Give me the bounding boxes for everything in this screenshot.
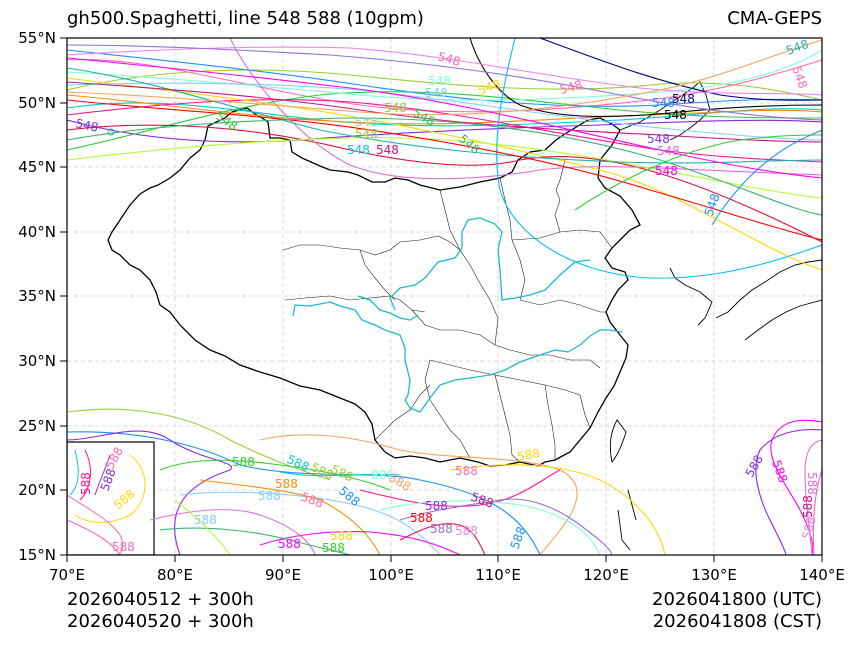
svg-text:588: 588 [742, 453, 766, 480]
axis-ticks [60, 37, 823, 562]
gridlines [67, 38, 822, 555]
svg-text:588: 588 [508, 525, 529, 551]
y-tick-55n: 55°N [18, 29, 56, 47]
contour-labels-588: 588 588 588 588 588 588 588 588 588 588 … [79, 445, 819, 555]
svg-text:548: 548 [355, 115, 378, 129]
x-tick-100e: 100°E [368, 566, 414, 584]
svg-text:548: 548 [376, 143, 399, 157]
svg-text:548: 548 [664, 108, 687, 122]
svg-text:548: 548 [558, 77, 584, 96]
svg-text:548: 548 [347, 143, 370, 157]
svg-text:588: 588 [430, 522, 453, 536]
svg-text:588: 588 [275, 477, 298, 491]
svg-text:588: 588 [194, 513, 217, 527]
svg-text:548: 548 [672, 92, 695, 106]
svg-text:588: 588 [329, 462, 356, 484]
svg-text:588: 588 [258, 489, 281, 503]
contours-548 [67, 38, 822, 279]
svg-text:588: 588 [516, 446, 541, 464]
y-tick-40n: 40°N [18, 223, 56, 241]
valid-time-cst: 2026041808 (CST) [652, 611, 822, 632]
x-tick-130e: 130°E [691, 566, 737, 584]
svg-text:588: 588 [805, 472, 819, 495]
province-borders [282, 159, 613, 463]
svg-text:548: 548 [456, 132, 483, 157]
svg-text:548: 548 [428, 74, 451, 88]
svg-text:588: 588 [112, 540, 135, 554]
svg-text:588: 588 [285, 452, 312, 474]
y-tick-30n: 30°N [18, 352, 56, 370]
svg-text:588: 588 [79, 472, 93, 495]
svg-text:588: 588 [387, 470, 414, 494]
plot-frame [66, 37, 823, 556]
model-name: CMA-GEPS [727, 8, 822, 29]
x-tick-70e: 70°E [48, 566, 86, 584]
svg-text:548: 548 [655, 164, 678, 178]
init-time-1: 2026040512 + 300h [67, 589, 254, 610]
y-tick-35n: 35°N [18, 287, 56, 305]
contour-labels-548: 548 548 548 548 548 548 548 548 548 548 … [74, 37, 810, 218]
svg-text:588: 588 [801, 495, 815, 518]
svg-text:548: 548 [384, 101, 407, 115]
x-tick-90e: 90°E [264, 566, 302, 584]
init-time-2: 2026040520 + 300h [67, 611, 254, 632]
svg-text:548: 548 [784, 37, 810, 58]
svg-text:588: 588 [769, 458, 790, 484]
svg-text:548: 548 [355, 127, 378, 141]
y-tick-15n: 15°N [18, 546, 56, 564]
svg-text:588: 588 [330, 529, 353, 543]
svg-text:588: 588 [455, 464, 478, 478]
rivers [292, 217, 623, 413]
coastlines [609, 81, 822, 551]
y-tick-50n: 50°N [18, 94, 56, 112]
svg-text:548: 548 [652, 96, 675, 110]
svg-text:588: 588 [278, 537, 301, 551]
svg-text:548: 548 [425, 86, 448, 100]
svg-text:588: 588 [799, 515, 818, 541]
y-tick-25n: 25°N [18, 417, 56, 435]
svg-text:588: 588 [469, 490, 495, 511]
contours-588 [67, 408, 822, 555]
svg-text:548: 548 [436, 49, 462, 68]
inset-contours [67, 449, 146, 555]
x-tick-80e: 80°E [156, 566, 194, 584]
china-border [107, 107, 641, 467]
svg-text:548: 548 [476, 77, 502, 98]
valid-times: 2026041800 (UTC) 2026041808 (CST) [652, 589, 822, 633]
chart-title: gh500.Spaghetti, line 548 588 (10gpm) [67, 8, 424, 29]
svg-text:588: 588 [322, 541, 345, 555]
svg-text:588: 588 [232, 455, 255, 469]
x-tick-140e: 140°E [799, 566, 845, 584]
x-tick-110e: 110°E [475, 566, 521, 584]
svg-text:588: 588 [371, 467, 394, 481]
valid-time-utc: 2026041800 (UTC) [652, 589, 822, 610]
y-tick-45n: 45°N [18, 158, 56, 176]
svg-text:548: 548 [789, 64, 810, 90]
init-times: 2026040512 + 300h 2026040520 + 300h [67, 589, 254, 633]
svg-text:548: 548 [657, 144, 680, 158]
svg-text:548: 548 [74, 116, 99, 134]
x-tick-120e: 120°E [583, 566, 629, 584]
svg-text:588: 588 [455, 524, 478, 538]
svg-text:588: 588 [299, 490, 325, 511]
y-tick-20n: 20°N [18, 481, 56, 499]
svg-text:548: 548 [647, 132, 670, 146]
svg-text:588: 588 [425, 499, 448, 513]
svg-text:588: 588 [410, 511, 433, 525]
